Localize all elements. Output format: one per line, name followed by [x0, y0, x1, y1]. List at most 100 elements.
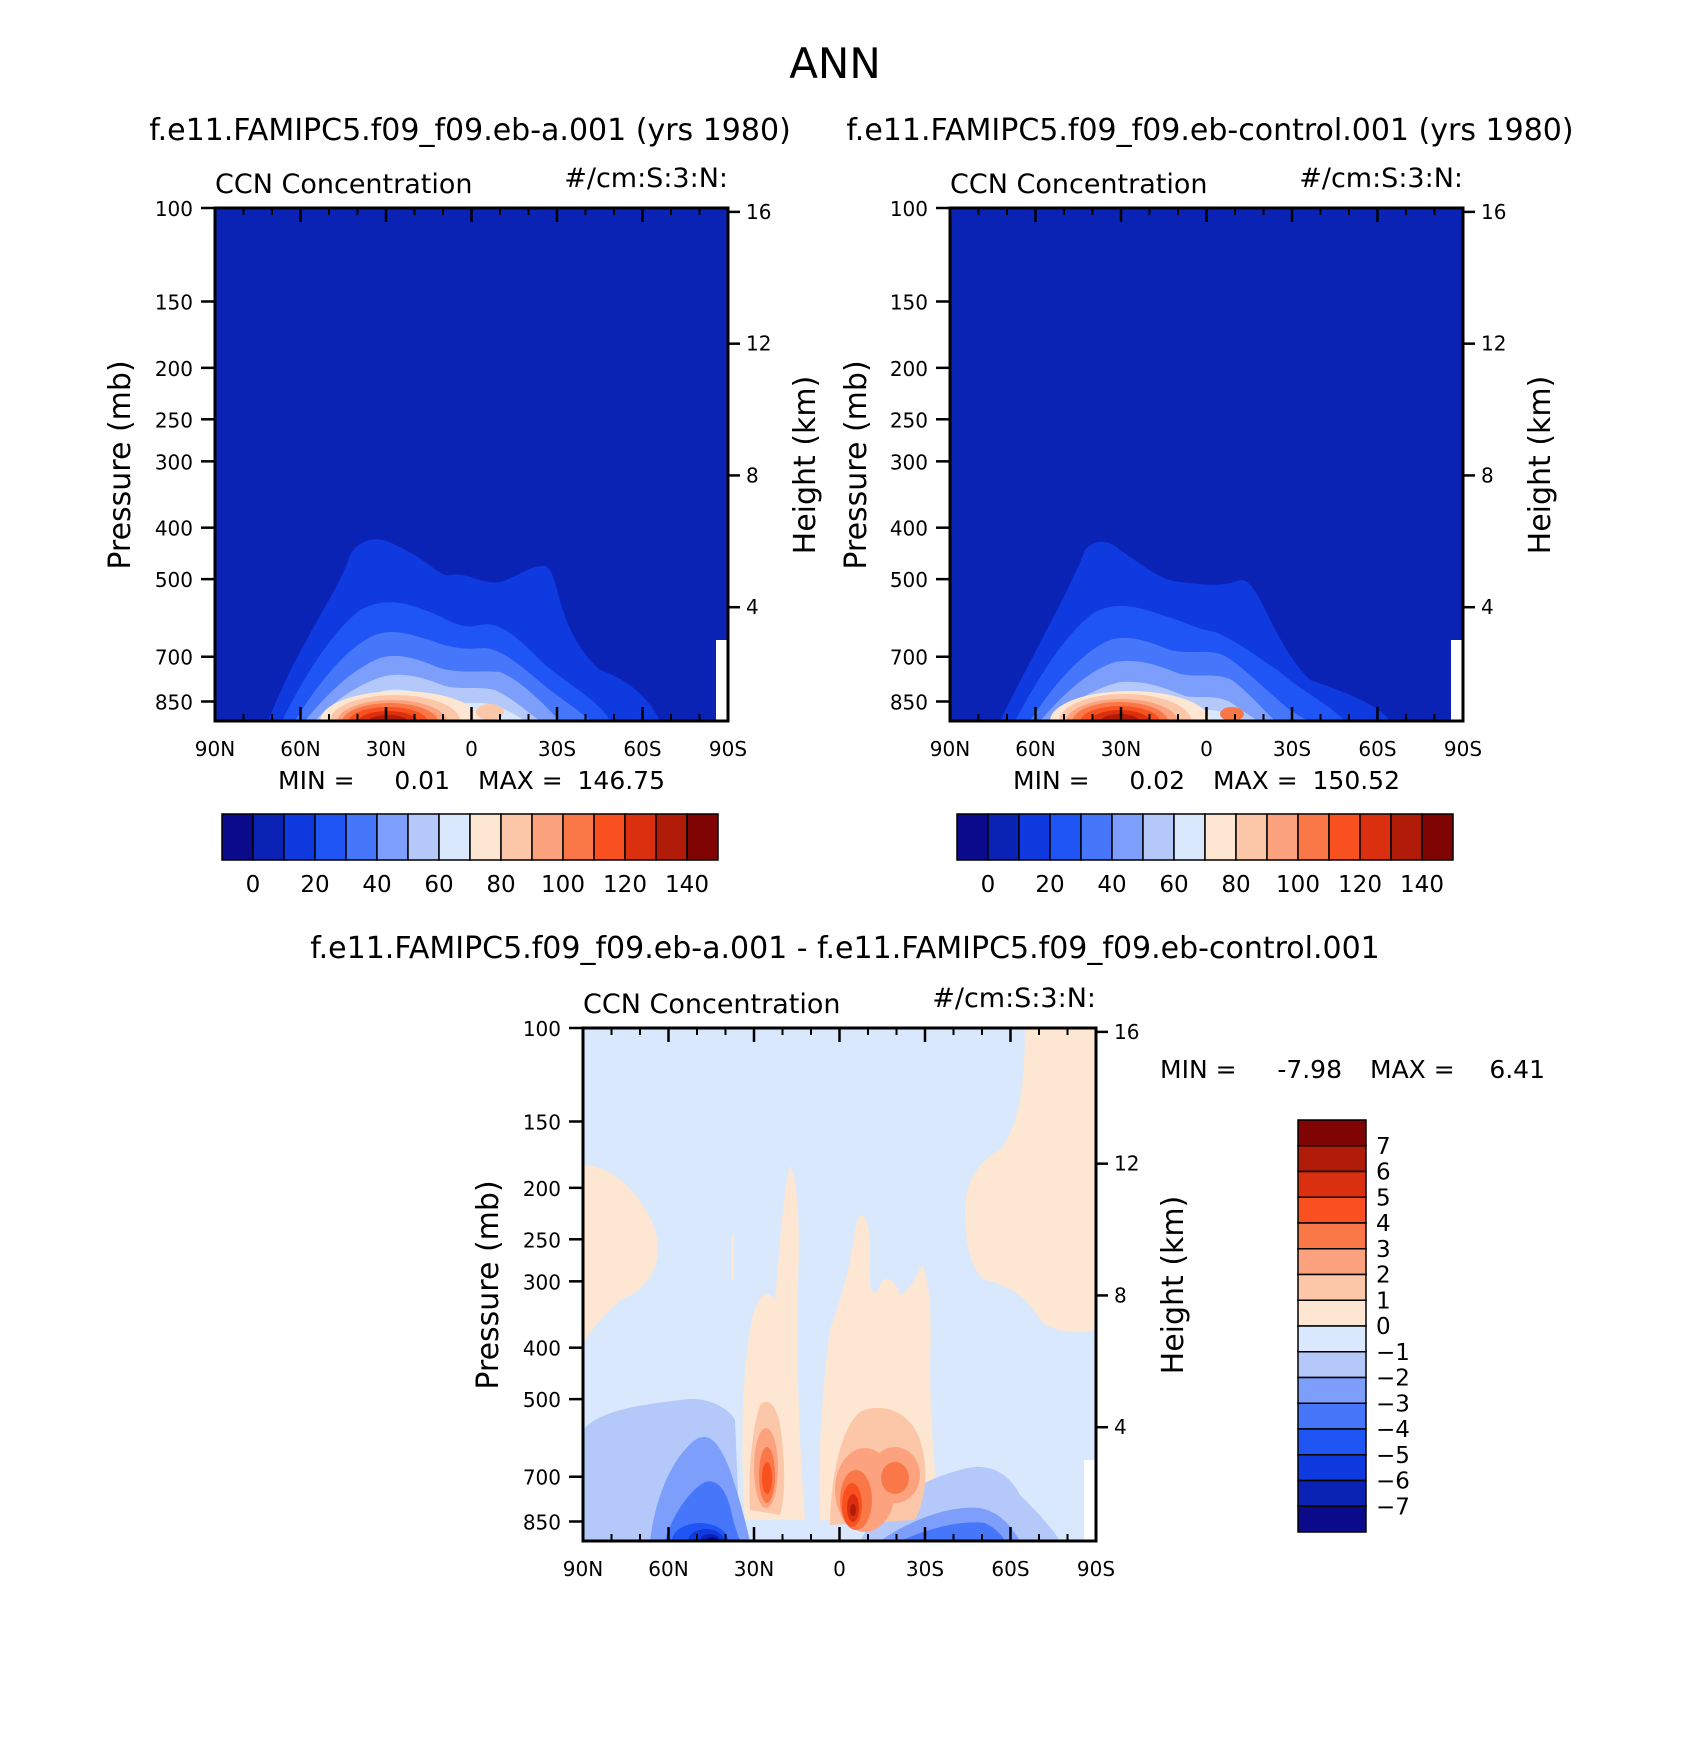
x-tick-label: 60N: [1015, 737, 1055, 761]
y-tick-label: 700: [523, 1466, 561, 1490]
x-tick-label: 0: [833, 1557, 846, 1581]
x-tick-label: 90S: [1077, 1557, 1115, 1581]
colorbar-box: [531, 813, 564, 861]
colorbar-label: 60: [1159, 872, 1188, 898]
colorbar-box: [1018, 813, 1051, 861]
colorbar-box: [376, 813, 409, 861]
colorbar-label: 40: [1097, 872, 1126, 898]
y-tick-label: 250: [523, 1228, 561, 1252]
colorbar-box: [1173, 813, 1206, 861]
colorbar-label: 20: [300, 872, 329, 898]
colorbar-box: [1297, 1119, 1367, 1147]
colorbar-box: [438, 813, 471, 861]
panel-diff: f.e11.FAMIPC5.f09_f09.eb-a.001 - f.e11.F…: [310, 931, 1545, 1581]
panel-a-field: [215, 208, 728, 721]
panel-a-max-value: 146.75: [578, 766, 665, 795]
y-tick-label: 850: [155, 691, 193, 715]
panel-diff-max-label: MAX =: [1370, 1055, 1455, 1084]
x-tick-label: 60N: [648, 1557, 688, 1581]
height-tick-label: 16: [746, 200, 771, 224]
panel-a-min-label: MIN =: [278, 766, 355, 795]
y-tick-label: 100: [890, 197, 928, 221]
colorbar-box: [562, 813, 595, 861]
colorbar-box: [1297, 1196, 1367, 1224]
x-tick-label: 60S: [623, 737, 661, 761]
colorbar-label: 0: [981, 872, 996, 898]
colorbar-label: −2: [1376, 1366, 1410, 1392]
colorbar-box: [1297, 1299, 1367, 1327]
colorbar-label: 5: [1376, 1185, 1391, 1211]
y-tick-label: 150: [890, 291, 928, 315]
panel-a-topography: [716, 640, 728, 721]
x-tick-label: 60S: [991, 1557, 1029, 1581]
panel-b-colorbar: 0 20 40 60 80 100 120 140: [956, 813, 1454, 898]
colorbar-box: [593, 813, 626, 861]
y-tick-label: 850: [523, 1511, 561, 1535]
panel-a-ylabel-right: Height (km): [788, 376, 823, 555]
panel-b-min-label: MIN =: [1013, 766, 1090, 795]
panel-diff-topography: [1084, 1460, 1096, 1541]
y-tick-label: 300: [523, 1270, 561, 1294]
x-tick-label: 30S: [1273, 737, 1311, 761]
x-tick-label: 0: [465, 737, 478, 761]
panel-b-topography: [1451, 640, 1463, 721]
colorbar-box: [1297, 1145, 1367, 1173]
colorbar-box: [1297, 1402, 1367, 1430]
colorbar-box: [407, 813, 440, 861]
colorbar-label: 7: [1376, 1134, 1391, 1160]
y-tick-label: 150: [523, 1111, 561, 1135]
height-tick-label: 4: [1114, 1415, 1127, 1439]
colorbar-label: 140: [1400, 872, 1444, 898]
panel-diff-pos-4-a: [762, 1462, 772, 1494]
panel-b-ylabel-right: Height (km): [1523, 376, 1558, 555]
panel-diff-pos-3-c: [881, 1462, 909, 1494]
height-tick-label: 4: [746, 595, 759, 619]
x-tick-label: 90N: [930, 737, 970, 761]
y-tick-label: 500: [523, 1388, 561, 1412]
colorbar-box: [1297, 1351, 1367, 1379]
panel-a-units: #/cm:S:3:N:: [564, 163, 728, 194]
y-tick-label: 500: [890, 568, 928, 592]
panel-a-max-label: MAX =: [478, 766, 563, 795]
colorbar-box: [1390, 813, 1423, 861]
y-tick-label: 300: [890, 450, 928, 474]
panel-b-left-label: CCN Concentration: [950, 169, 1208, 200]
colorbar-box: [1266, 813, 1299, 861]
colorbar-label: −3: [1376, 1391, 1410, 1417]
colorbar-label: 100: [1276, 872, 1320, 898]
colorbar-label: 120: [603, 872, 647, 898]
panel-diff-ylabel: Pressure (mb): [471, 1180, 506, 1389]
panel-diff-min-value: -7.98: [1277, 1055, 1342, 1084]
panel-a: f.e11.FAMIPC5.f09_f09.eb-a.001 (yrs 1980…: [103, 113, 823, 898]
y-tick-label: 100: [155, 197, 193, 221]
y-tick-label: 400: [523, 1337, 561, 1361]
colorbar-label: 120: [1338, 872, 1382, 898]
colorbar-box: [1297, 1325, 1367, 1353]
colorbar-box: [1049, 813, 1082, 861]
colorbar-box: [1359, 813, 1392, 861]
colorbar-box: [987, 813, 1020, 861]
figure-title: ANN: [789, 39, 881, 88]
colorbar-box: [1297, 1273, 1367, 1301]
panel-diff-pos-right-upper: [965, 1028, 1096, 1332]
panel-diff-max-value: 6.41: [1489, 1055, 1545, 1084]
colorbar-box: [1297, 1479, 1367, 1507]
panel-a-secondary-max: [476, 704, 504, 720]
height-tick-label: 4: [1481, 595, 1494, 619]
x-tick-label: 30N: [1101, 737, 1141, 761]
colorbar-box: [1080, 813, 1113, 861]
x-tick-label: 90N: [563, 1557, 603, 1581]
height-tick-label: 12: [1114, 1152, 1139, 1176]
x-tick-label: 90N: [195, 737, 235, 761]
x-tick-label: 60N: [280, 737, 320, 761]
panel-a-colorbar: 0 20 40 60 80 100 120 140: [221, 813, 719, 898]
height-tick-label: 8: [1481, 463, 1494, 487]
y-tick-label: 250: [890, 408, 928, 432]
y-tick-label: 400: [890, 517, 928, 541]
colorbar-box: [655, 813, 688, 861]
panel-diff-field: [583, 1028, 1096, 1541]
panel-diff-axes: 90N 60N 30N 0 30S 60S 90S 100 150 200 250 300 400 500…: [523, 1017, 1140, 1581]
colorbar-box: [1235, 813, 1268, 861]
y-tick-label: 250: [155, 408, 193, 432]
